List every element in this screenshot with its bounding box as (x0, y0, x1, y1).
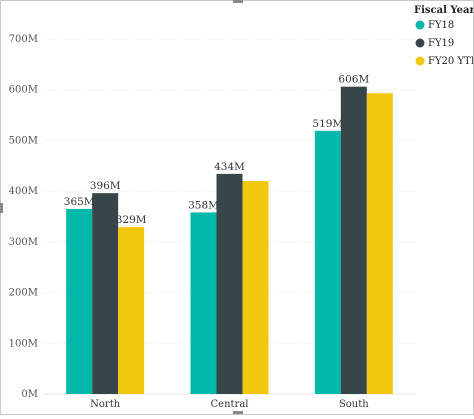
legend-item[interactable]: FY18 (415, 20, 455, 31)
y-tick-label: 500M (9, 135, 38, 146)
y-tick-label: 200M (9, 288, 38, 299)
legend-marker (415, 56, 425, 66)
y-tick-label: 700M (9, 34, 38, 45)
bar-north-fy18[interactable] (66, 208, 93, 394)
data-label: 606M (338, 74, 369, 86)
bar-central-fy18[interactable] (190, 212, 217, 394)
bar-south-fy19[interactable] (340, 86, 367, 395)
y-tick-label: 300M (9, 237, 38, 248)
legend-title: Fiscal Year (414, 5, 473, 16)
data-label: 358M (188, 199, 219, 211)
bars: 365M 396M 329M 358M 434M 519M 606M (64, 74, 393, 395)
y-tick-label: 0M (21, 389, 38, 400)
x-category-label: South (339, 399, 369, 410)
legend-marker (415, 20, 425, 30)
legend-label: FY19 (428, 38, 454, 49)
x-category-label: Central (211, 399, 249, 410)
data-label: 365M (64, 196, 95, 208)
legend-label: FY20 YTD (428, 56, 473, 67)
bar-central-fy19[interactable] (216, 173, 243, 394)
legend-item[interactable]: FY20 YTD (415, 56, 474, 67)
legend-item[interactable]: FY19 (415, 38, 455, 49)
bar-south-fy18[interactable] (314, 130, 341, 395)
resize-handle-top[interactable] (233, 0, 243, 3)
x-axis: North Central South (90, 399, 369, 410)
y-tick-label: 600M (9, 85, 38, 96)
y-tick-label: 100M (9, 338, 38, 349)
data-label: 519M (312, 118, 343, 130)
resize-handle-bottom[interactable] (233, 411, 243, 414)
bar-south-fy20-ytd[interactable] (366, 93, 393, 394)
bar-north-fy20-ytd[interactable] (118, 227, 145, 394)
legend-marker (415, 38, 425, 48)
resize-handle-left[interactable] (0, 203, 3, 213)
bar-north-fy19[interactable] (92, 193, 119, 394)
data-label: 329M (116, 214, 147, 226)
legend: Fiscal Year FY18 FY19 FY20 YTD (414, 5, 474, 67)
data-label: 434M (214, 161, 245, 173)
x-category-label: North (90, 399, 121, 410)
legend-label: FY18 (428, 20, 454, 31)
y-tick-label: 400M (9, 186, 38, 197)
y-axis: 0M 100M 200M 300M 400M 500M 600M 700M (9, 34, 38, 400)
bar-central-fy20-ytd[interactable] (242, 181, 269, 394)
data-label: 396M (90, 180, 121, 192)
